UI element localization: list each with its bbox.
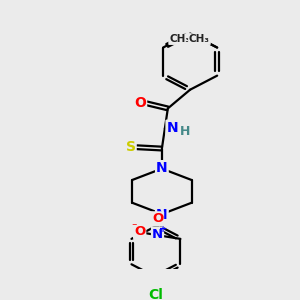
Text: H: H (180, 125, 190, 138)
Text: N: N (152, 228, 163, 241)
Text: Cl: Cl (148, 288, 164, 300)
Text: +: + (159, 224, 167, 234)
Text: O: O (152, 212, 163, 225)
Text: N: N (156, 161, 168, 175)
Text: O: O (134, 95, 146, 110)
Text: S: S (126, 140, 136, 154)
Text: O: O (134, 225, 145, 238)
Text: CH₃: CH₃ (169, 34, 190, 44)
Text: N: N (156, 208, 168, 222)
Text: N: N (167, 121, 178, 135)
Text: ⁻: ⁻ (132, 222, 137, 232)
Text: CH₃: CH₃ (189, 34, 210, 44)
